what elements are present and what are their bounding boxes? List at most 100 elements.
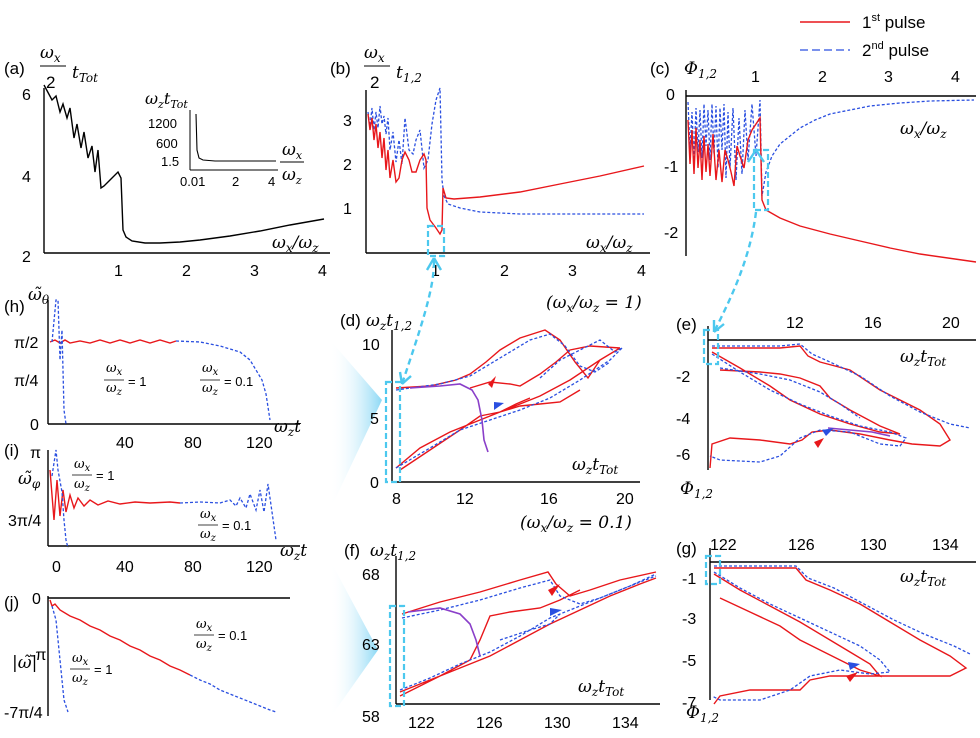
panel-h-ytick-1: π/4 — [14, 373, 38, 390]
panel-e: (e) -2 -4 -6 12 16 20 ωztTot Φ1,2 — [676, 315, 976, 501]
panel-b-tag: (b) — [330, 59, 351, 78]
svg-text:ωztTot: ωztTot — [900, 567, 946, 589]
panel-j-tag: (j) — [4, 593, 19, 612]
svg-text:ωz: ωz — [196, 637, 213, 654]
svg-text:ωz: ωz — [200, 527, 217, 544]
panel-g-xtick-3: 134 — [932, 537, 959, 554]
panel-d-zoom-box — [384, 380, 402, 484]
panel-c-ytick-0: 0 — [666, 87, 675, 104]
panel-f-arrow-first — [548, 584, 560, 596]
panel-c-xtick-3: 4 — [951, 69, 960, 86]
legend-second-rest: pulse — [884, 41, 929, 60]
panel-b: (b) ωx 2 t1,2 3 2 1 1 2 3 4 ωx/ωz — [330, 43, 650, 280]
panel-d-first — [395, 329, 621, 471]
panel-d: (d) ωzt1,2 (ωx/ωz = 1) 10 5 0 8 12 16 20… — [340, 293, 642, 508]
panel-e-arrow-first — [814, 438, 824, 448]
panel-a-inset: ωztTot 1200 600 1.5 0.01 2 4 ωx ωz — [145, 89, 304, 189]
panel-f-xtick-1: 126 — [476, 715, 503, 732]
panel-h-ytick-2: 0 — [30, 417, 39, 434]
panel-d-ytick-0: 10 — [362, 337, 380, 354]
svg-text:ωztTot: ωztTot — [578, 677, 624, 699]
svg-text:ωztTot: ωztTot — [572, 455, 618, 477]
panel-i-xtick-2: 80 — [184, 559, 202, 576]
svg-text:ωx: ωx — [40, 43, 61, 65]
svg-text:= 0.1: = 0.1 — [222, 518, 251, 533]
panel-i-tag: (i) — [4, 441, 19, 460]
panel-c-xtick-0: 1 — [751, 69, 760, 86]
panel-d-xtick-0: 8 — [392, 491, 401, 508]
svg-text:ωztTot: ωztTot — [900, 347, 946, 369]
panel-g-arrow-second — [848, 662, 860, 670]
panel-e-ytick-0: -2 — [676, 369, 690, 386]
panel-e-first — [709, 345, 951, 469]
panel-g-arrow-first — [846, 672, 858, 682]
panel-i-ann1: ωx — [74, 457, 91, 474]
panel-f-ytick-2: 58 — [362, 709, 380, 726]
panel-j-ylabel: |ω̃| — [12, 653, 37, 673]
svg-text:ωz: ωz — [106, 381, 123, 398]
svg-text:ωz: ωz — [72, 671, 89, 688]
legend-first-num: 1 — [862, 13, 871, 32]
panel-f-ytick-0: 68 — [362, 567, 380, 584]
svg-text:ωx/ωz: ωx/ωz — [586, 233, 633, 255]
panel-e-xtick-1: 16 — [864, 315, 882, 332]
svg-text:ωx/ωz: ωx/ωz — [900, 119, 947, 141]
panel-e-branch — [827, 427, 891, 437]
panel-e-second — [709, 343, 971, 463]
svg-text:ωzt1,2: ωzt1,2 — [366, 311, 412, 333]
panel-d-xtick-2: 16 — [540, 491, 558, 508]
panel-h-ann1: ωx — [106, 361, 123, 378]
panel-i-ann2: ωx — [200, 507, 217, 524]
panel-d-xtick-3: 20 — [616, 491, 634, 508]
panel-d-xtick-1: 12 — [456, 491, 474, 508]
panel-h-ann2: ωx — [202, 361, 219, 378]
panel-d-arrow-second — [494, 402, 504, 410]
panel-e-ytick-1: -4 — [676, 411, 690, 428]
panel-b-second — [367, 87, 644, 215]
panel-d-note: (ωx/ωz = 1) — [546, 293, 642, 315]
panel-h-ytick-0: π/2 — [14, 335, 38, 352]
panel-g-ytick-3: -7 — [682, 695, 696, 712]
panel-a-ytick-1: 4 — [22, 169, 31, 186]
panel-f-xtick-2: 130 — [544, 715, 571, 732]
panel-b-xtick-2: 3 — [568, 263, 577, 280]
panel-f-second — [399, 573, 657, 691]
legend-first-sup: st — [871, 12, 880, 24]
panel-g: (g) -1 -3 -5 -7 122 126 130 134 ωztTot Φ… — [676, 537, 976, 725]
panel-h-second — [51, 299, 271, 425]
connectors — [398, 148, 770, 385]
panel-a-xtick-3: 4 — [318, 263, 327, 280]
panel-d-second — [395, 333, 623, 469]
svg-text:t1,2: t1,2 — [396, 63, 422, 85]
svg-text:= 1: = 1 — [96, 468, 114, 483]
panel-f-tag: (f) — [344, 541, 360, 560]
panel-g-xtick-2: 130 — [860, 537, 887, 554]
panel-d-ytick-1: 5 — [370, 411, 379, 428]
svg-text:= 1: = 1 — [94, 662, 112, 677]
panel-j-ytick-0: 0 — [32, 591, 41, 608]
panel-e-xtick-2: 20 — [942, 315, 960, 332]
panel-f-arrow-second — [550, 608, 562, 616]
inset-ytick-1: 600 — [156, 136, 178, 151]
panel-f: (f) ωzt1,2 (ωx/ωz = 0.1) 68 63 58 122 12… — [344, 513, 660, 732]
inset-xtick-0: 0.01 — [180, 174, 205, 189]
panel-f-note: (ωx/ωz = 0.1) — [520, 513, 632, 535]
inset-xtick-2: 4 — [268, 174, 275, 189]
panel-d-ytick-2: 0 — [370, 475, 379, 492]
svg-text:ωzt: ωzt — [274, 417, 301, 439]
panel-f-branch — [407, 607, 481, 657]
panel-a-ytick-0: 6 — [22, 87, 31, 104]
zoom-wedge-f — [330, 560, 378, 718]
panel-f-zoom-box — [388, 604, 406, 708]
panel-h-tag: (h) — [4, 297, 25, 316]
panel-g-tag: (g) — [676, 539, 697, 558]
panel-d-tag: (d) — [340, 311, 361, 330]
svg-text:Φ1,2: Φ1,2 — [686, 703, 719, 725]
panel-d-branch — [409, 383, 489, 453]
svg-text:ωz: ωz — [202, 381, 219, 398]
svg-text:= 0.1: = 0.1 — [224, 374, 253, 389]
panel-b-ytick-0: 3 — [343, 113, 352, 130]
panel-a: (a) ωx 2 tTot 6 4 2 1 2 3 4 ωx/ωz ωztTot… — [4, 43, 330, 280]
inset-ytick-2: 1.5 — [161, 154, 179, 169]
panel-g-second — [711, 565, 971, 701]
